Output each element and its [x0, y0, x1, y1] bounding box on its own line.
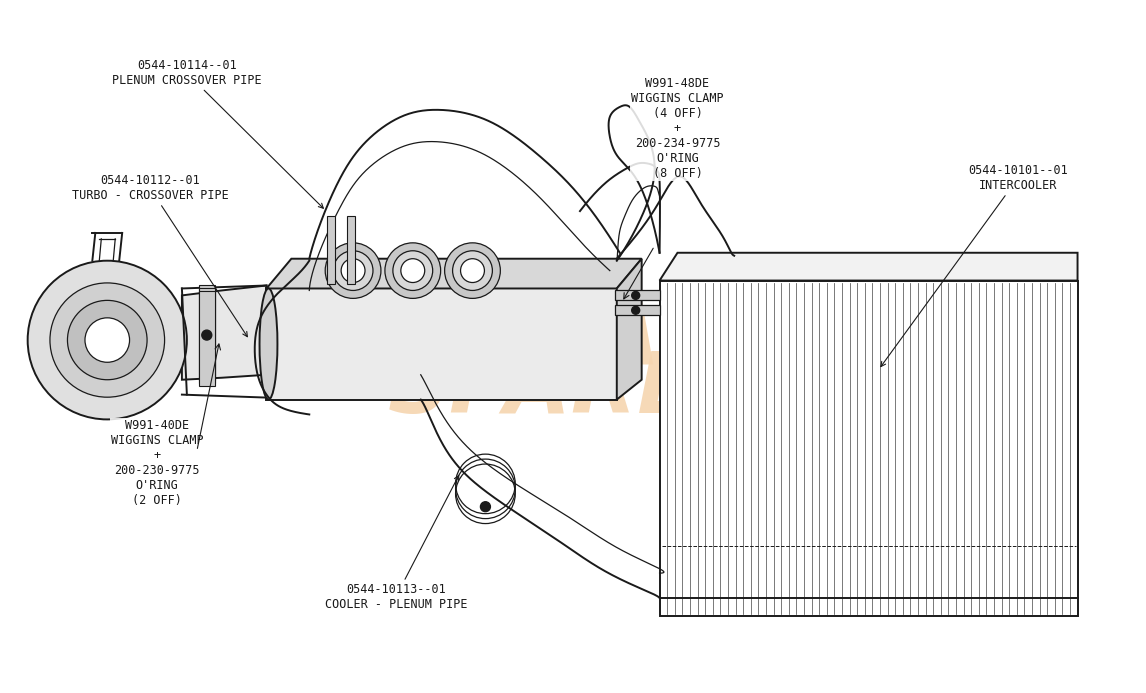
Bar: [660, 281, 1077, 616]
Bar: [267, 288, 617, 400]
Circle shape: [445, 243, 501, 299]
Bar: [198, 292, 214, 386]
Circle shape: [202, 330, 212, 340]
Text: 0544-10112--01
TURBO - CROSSOVER PIPE: 0544-10112--01 TURBO - CROSSOVER PIPE: [72, 174, 248, 337]
Polygon shape: [267, 258, 642, 288]
Polygon shape: [660, 253, 1077, 281]
Circle shape: [401, 258, 425, 283]
Bar: [614, 306, 660, 315]
Circle shape: [68, 300, 147, 380]
Circle shape: [342, 258, 366, 283]
Text: 0544-10101--01
INTERCOOLER: 0544-10101--01 INTERCOOLER: [881, 164, 1068, 367]
Text: SPARES: SPARES: [387, 348, 759, 431]
Polygon shape: [182, 286, 267, 380]
Circle shape: [461, 258, 485, 283]
Circle shape: [50, 283, 165, 397]
Circle shape: [480, 502, 490, 511]
Text: 0544-10114--01
PLENUM CROSSOVER PIPE: 0544-10114--01 PLENUM CROSSOVER PIPE: [112, 59, 323, 209]
Polygon shape: [617, 258, 642, 400]
Bar: [328, 216, 335, 283]
Circle shape: [333, 251, 372, 290]
Circle shape: [631, 306, 639, 314]
Circle shape: [325, 243, 380, 299]
Circle shape: [85, 318, 129, 362]
Circle shape: [385, 243, 441, 299]
Circle shape: [453, 251, 493, 290]
Circle shape: [631, 292, 639, 299]
Circle shape: [28, 261, 187, 419]
Ellipse shape: [259, 288, 277, 400]
Text: W991-48DE
WIGGINS CLAMP
(4 OFF)
+
200-234-9775
O'RING
(8 OFF): W991-48DE WIGGINS CLAMP (4 OFF) + 200-23…: [631, 77, 724, 180]
Bar: [198, 286, 214, 380]
Circle shape: [393, 251, 433, 290]
Text: W991-40DE
WIGGINS CLAMP
+
200-230-9775
O'RING
(2 OFF): W991-40DE WIGGINS CLAMP + 200-230-9775 O…: [111, 419, 203, 507]
Text: PIT LANE: PIT LANE: [355, 299, 791, 382]
Bar: [347, 216, 355, 283]
Text: 0544-10113--01
COOLER - PLENUM PIPE: 0544-10113--01 COOLER - PLENUM PIPE: [324, 475, 468, 611]
Bar: [198, 288, 214, 383]
Bar: [614, 290, 660, 300]
